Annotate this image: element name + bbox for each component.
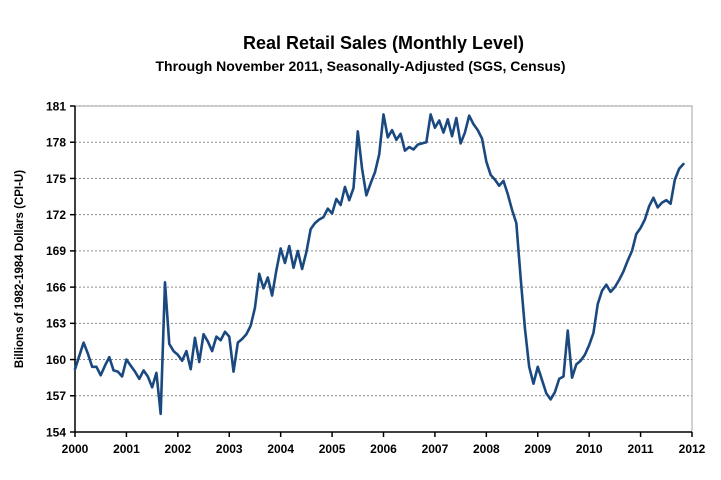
x-tick-label: 2000 bbox=[62, 442, 89, 456]
x-axis-ticks bbox=[74, 432, 693, 437]
plot-frame bbox=[74, 105, 693, 433]
chart-title: Real Retail Sales (Monthly Level) bbox=[242, 33, 525, 53]
x-tick-label: 2006 bbox=[370, 442, 397, 456]
y-tick-label: 169 bbox=[46, 244, 66, 258]
x-tick-label: 2012 bbox=[679, 442, 706, 456]
gridlines bbox=[75, 105, 692, 397]
y-tick-label: 172 bbox=[46, 208, 66, 222]
y-tick-label: 175 bbox=[46, 172, 66, 186]
y-tick-labels: 154 157 160 163 166 169 172 175 178 181 bbox=[46, 99, 66, 439]
y-tick-label: 157 bbox=[46, 389, 66, 403]
data-line bbox=[73, 113, 685, 416]
x-tick-label: 2010 bbox=[576, 442, 603, 456]
x-tick-label: 2008 bbox=[473, 442, 500, 456]
y-tick-label: 160 bbox=[46, 353, 66, 367]
y-tick-label: 166 bbox=[46, 280, 66, 294]
y-tick-label: 181 bbox=[46, 99, 66, 113]
x-tick-label: 2005 bbox=[319, 442, 346, 456]
x-tick-label: 2011 bbox=[628, 442, 654, 456]
y-axis-ticks bbox=[70, 105, 75, 433]
x-tick-label: 2009 bbox=[524, 442, 551, 456]
x-tick-label: 2001 bbox=[113, 442, 140, 456]
x-tick-labels: 2000 2001 2002 2003 2004 2005 2006 2007 2008 2009… bbox=[62, 442, 706, 456]
chart-subtitle: Through November 2011, Seasonally-Adjust… bbox=[155, 58, 566, 74]
x-tick-label: 2002 bbox=[164, 442, 191, 456]
x-tick-label: 2003 bbox=[216, 442, 243, 456]
axes bbox=[74, 106, 692, 433]
y-tick-label: 178 bbox=[46, 136, 66, 150]
y-tick-label: 154 bbox=[46, 425, 66, 439]
y-tick-label: 163 bbox=[46, 317, 66, 331]
x-tick-label: 2007 bbox=[422, 442, 449, 456]
x-tick-label: 2004 bbox=[267, 442, 294, 456]
